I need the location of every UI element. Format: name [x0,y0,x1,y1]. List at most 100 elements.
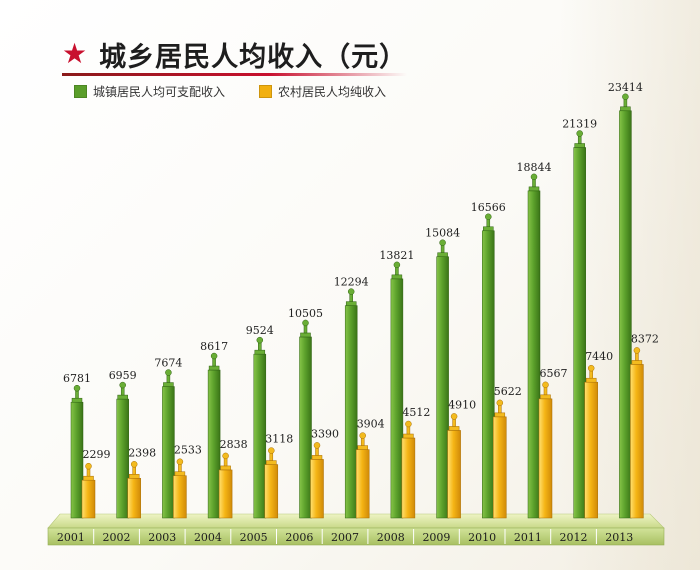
bar-cap-rural-2003 [174,458,186,476]
bar-rural-2011 [538,398,553,519]
bar-rural-2007 [355,449,370,519]
x-tick-label-2012: 2012 [560,531,588,544]
bar-urban-2005 [253,353,267,519]
bar-cap-rural-2004 [220,452,231,471]
bar-cap-rural-2001 [83,462,94,481]
bar-rural-2006 [310,459,324,519]
chart-title: 城乡居民人均收入（元） [99,41,408,73]
data-label-urban-2008: 13821 [379,249,414,262]
legend-label-rural: 农村居民人均纯收入 [278,85,387,99]
bar-urban-2006 [299,336,312,519]
legend-item-urban: 城镇居民人均可支配收入 [74,83,225,100]
data-label-rural-2006: 3390 [311,427,339,440]
legend-item-rural: 农村居民人均纯收入 [259,83,386,100]
bar-cap-urban-2003 [163,369,174,387]
x-tick-label-2001: 2001 [57,531,85,544]
bar-urban-2007 [344,305,358,519]
data-label-urban-2002: 6959 [109,369,137,382]
x-tick-label-2008: 2008 [377,531,405,544]
data-label-rural-2013: 8372 [631,332,659,345]
bar-urban-2002 [116,398,129,519]
bar-cap-rural-2007 [357,432,368,450]
data-label-rural-2002: 2398 [128,446,156,459]
bar-cap-rural-2009 [448,413,460,431]
bar-urban-2009 [436,256,449,519]
bar-rural-2005 [264,464,279,519]
x-tick-label-2006: 2006 [285,531,313,544]
bar-urban-2013 [619,110,632,519]
bar-cap-urban-2010 [483,213,494,232]
data-label-urban-2013: 23414 [608,81,643,94]
bar-cap-urban-2002 [117,381,128,400]
bar-urban-2011 [527,190,541,519]
x-tick-label-2007: 2007 [331,531,359,544]
bar-urban-2012 [573,147,586,519]
x-tick-label-2010: 2010 [468,531,496,544]
legend: 城镇居民人均可支配收入 农村居民人均纯收入 [74,83,386,100]
bar-cap-rural-2005 [266,447,277,465]
bar-cap-urban-2005 [254,336,266,355]
data-label-rural-2011: 6567 [540,367,568,380]
data-label-urban-2011: 18844 [517,161,552,174]
bar-cap-urban-2008 [391,261,403,280]
bar-cap-rural-2002 [128,461,140,479]
bar-cap-urban-2006 [300,319,311,338]
x-axis-strip [47,527,665,546]
data-label-rural-2001: 2299 [83,448,111,461]
bar-rural-2010 [493,416,507,519]
data-label-urban-2006: 10505 [288,307,323,320]
x-tick-label-2002: 2002 [103,531,131,544]
data-label-urban-2010: 16566 [471,201,506,214]
bar-cap-urban-2007 [345,288,357,306]
data-label-urban-2003: 7674 [154,357,182,370]
star-icon: ★ [62,37,88,70]
bar-urban-2003 [162,386,175,519]
data-label-rural-2003: 2533 [174,444,202,457]
data-label-rural-2004: 2838 [220,438,248,451]
bar-cap-rural-2010 [494,399,506,418]
bar-urban-2004 [207,369,221,519]
legend-swatch-urban [74,85,87,98]
bar-rural-2008 [401,437,416,519]
bar-cap-urban-2013 [620,93,631,112]
data-label-urban-2009: 15084 [425,227,460,240]
bar-urban-2001 [70,401,84,519]
data-label-urban-2004: 8617 [200,340,228,353]
bar-cap-urban-2012 [574,130,585,148]
bar-cap-urban-2001 [71,384,83,403]
data-label-rural-2012: 7440 [585,350,613,363]
data-label-urban-2005: 9524 [246,324,274,337]
bar-cap-rural-2013 [631,347,643,365]
bar-urban-2008 [390,278,404,519]
title-underline [62,73,407,76]
x-tick-label-2009: 2009 [422,531,450,544]
data-label-rural-2008: 4512 [402,406,430,419]
data-label-rural-2007: 3904 [357,418,385,431]
data-label-rural-2009: 4910 [448,398,476,411]
bar-cap-urban-2011 [528,173,540,192]
bar-cap-urban-2004 [208,352,220,371]
data-label-rural-2010: 5622 [494,385,522,398]
bar-rural-2012 [584,381,598,519]
bar-rural-2002 [127,478,141,519]
data-label-urban-2007: 12294 [334,276,369,289]
bar-rural-2009 [447,430,461,519]
x-tick-label-2013: 2013 [605,531,633,544]
x-tick-label-2005: 2005 [240,531,268,544]
bar-rural-2001 [81,479,96,519]
bar-cap-rural-2008 [403,420,414,439]
title-row: ★ 城乡居民人均收入（元） [62,34,407,74]
bar-cap-rural-2011 [540,381,551,400]
bar-rural-2004 [218,469,233,519]
x-tick-label-2011: 2011 [514,531,542,544]
legend-label-urban: 城镇居民人均可支配收入 [93,85,226,99]
bar-cap-rural-2006 [311,442,323,460]
bar-urban-2010 [482,230,495,519]
x-tick-label-2004: 2004 [194,531,222,544]
legend-swatch-rural [259,85,273,98]
bar-rural-2013 [630,364,644,519]
data-label-urban-2001: 6781 [63,372,91,385]
bar-cap-urban-2009 [437,239,448,257]
x-tick-label-2003: 2003 [148,531,176,544]
